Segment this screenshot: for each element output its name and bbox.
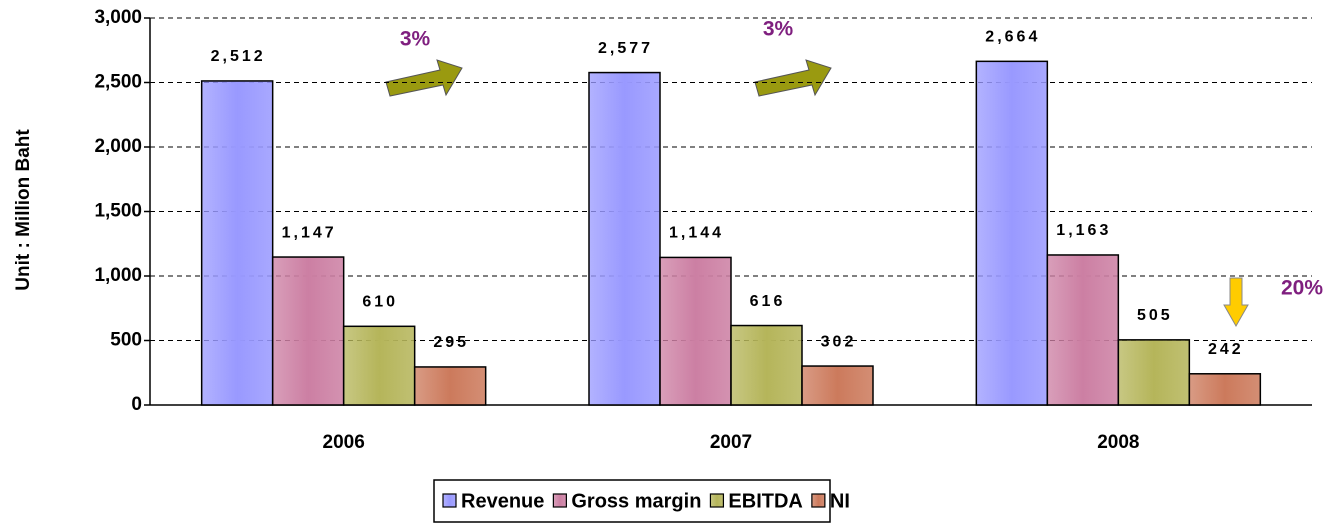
y-axis-label: Unit : Million Baht	[13, 129, 34, 291]
y-tick-label: 2,000	[94, 136, 142, 157]
bar	[413, 366, 487, 406]
value-label: 1,147	[282, 224, 337, 241]
bar	[659, 256, 732, 406]
annotation: 3%	[400, 28, 431, 51]
legend-label: NI	[830, 490, 850, 512]
x-tick-label: 2007	[710, 432, 752, 453]
y-tick-label: 500	[110, 330, 142, 351]
bar	[271, 256, 345, 406]
value-label: 505	[1137, 307, 1173, 324]
value-label: 610	[362, 294, 398, 311]
trend-arrow	[754, 59, 832, 97]
legend-swatch	[552, 493, 567, 508]
x-tick-label: 2006	[323, 432, 365, 453]
bar	[801, 365, 874, 406]
bar	[730, 324, 803, 406]
value-label: 2,512	[211, 48, 266, 65]
value-label: 2,664	[985, 29, 1040, 46]
value-label: 1,163	[1056, 222, 1111, 239]
bar	[1188, 373, 1262, 406]
legend-swatch	[709, 493, 725, 508]
y-tick-label: 1,500	[94, 201, 142, 222]
bar	[975, 60, 1049, 406]
value-label: 302	[821, 333, 857, 350]
y-tick-label: 2,500	[94, 72, 142, 93]
value-label: 1,144	[669, 225, 724, 242]
value-label: 242	[1208, 341, 1244, 358]
legend-label: EBITDA	[728, 490, 802, 512]
y-tick-label: 0	[131, 394, 142, 415]
bar	[1117, 339, 1191, 406]
trend-arrow	[385, 59, 463, 97]
legend-swatch	[811, 493, 826, 508]
legend-box	[433, 479, 831, 523]
bar	[588, 71, 661, 406]
value-label: 616	[750, 293, 786, 310]
annotation: 20%	[1281, 277, 1323, 300]
y-tick-label: 3,000	[94, 7, 142, 28]
trend-arrow	[1223, 277, 1249, 328]
annotation: 3%	[763, 18, 794, 41]
value-label: 295	[433, 334, 469, 351]
bar	[342, 325, 416, 406]
y-tick-label: 1,000	[94, 265, 142, 286]
legend-swatch	[442, 493, 457, 508]
bar	[1046, 254, 1120, 406]
bar	[200, 80, 274, 406]
value-label: 2,577	[598, 40, 653, 57]
legend-label: Revenue	[461, 490, 544, 512]
x-tick-label: 2008	[1097, 432, 1139, 453]
legend-label: Gross margin	[571, 490, 701, 512]
